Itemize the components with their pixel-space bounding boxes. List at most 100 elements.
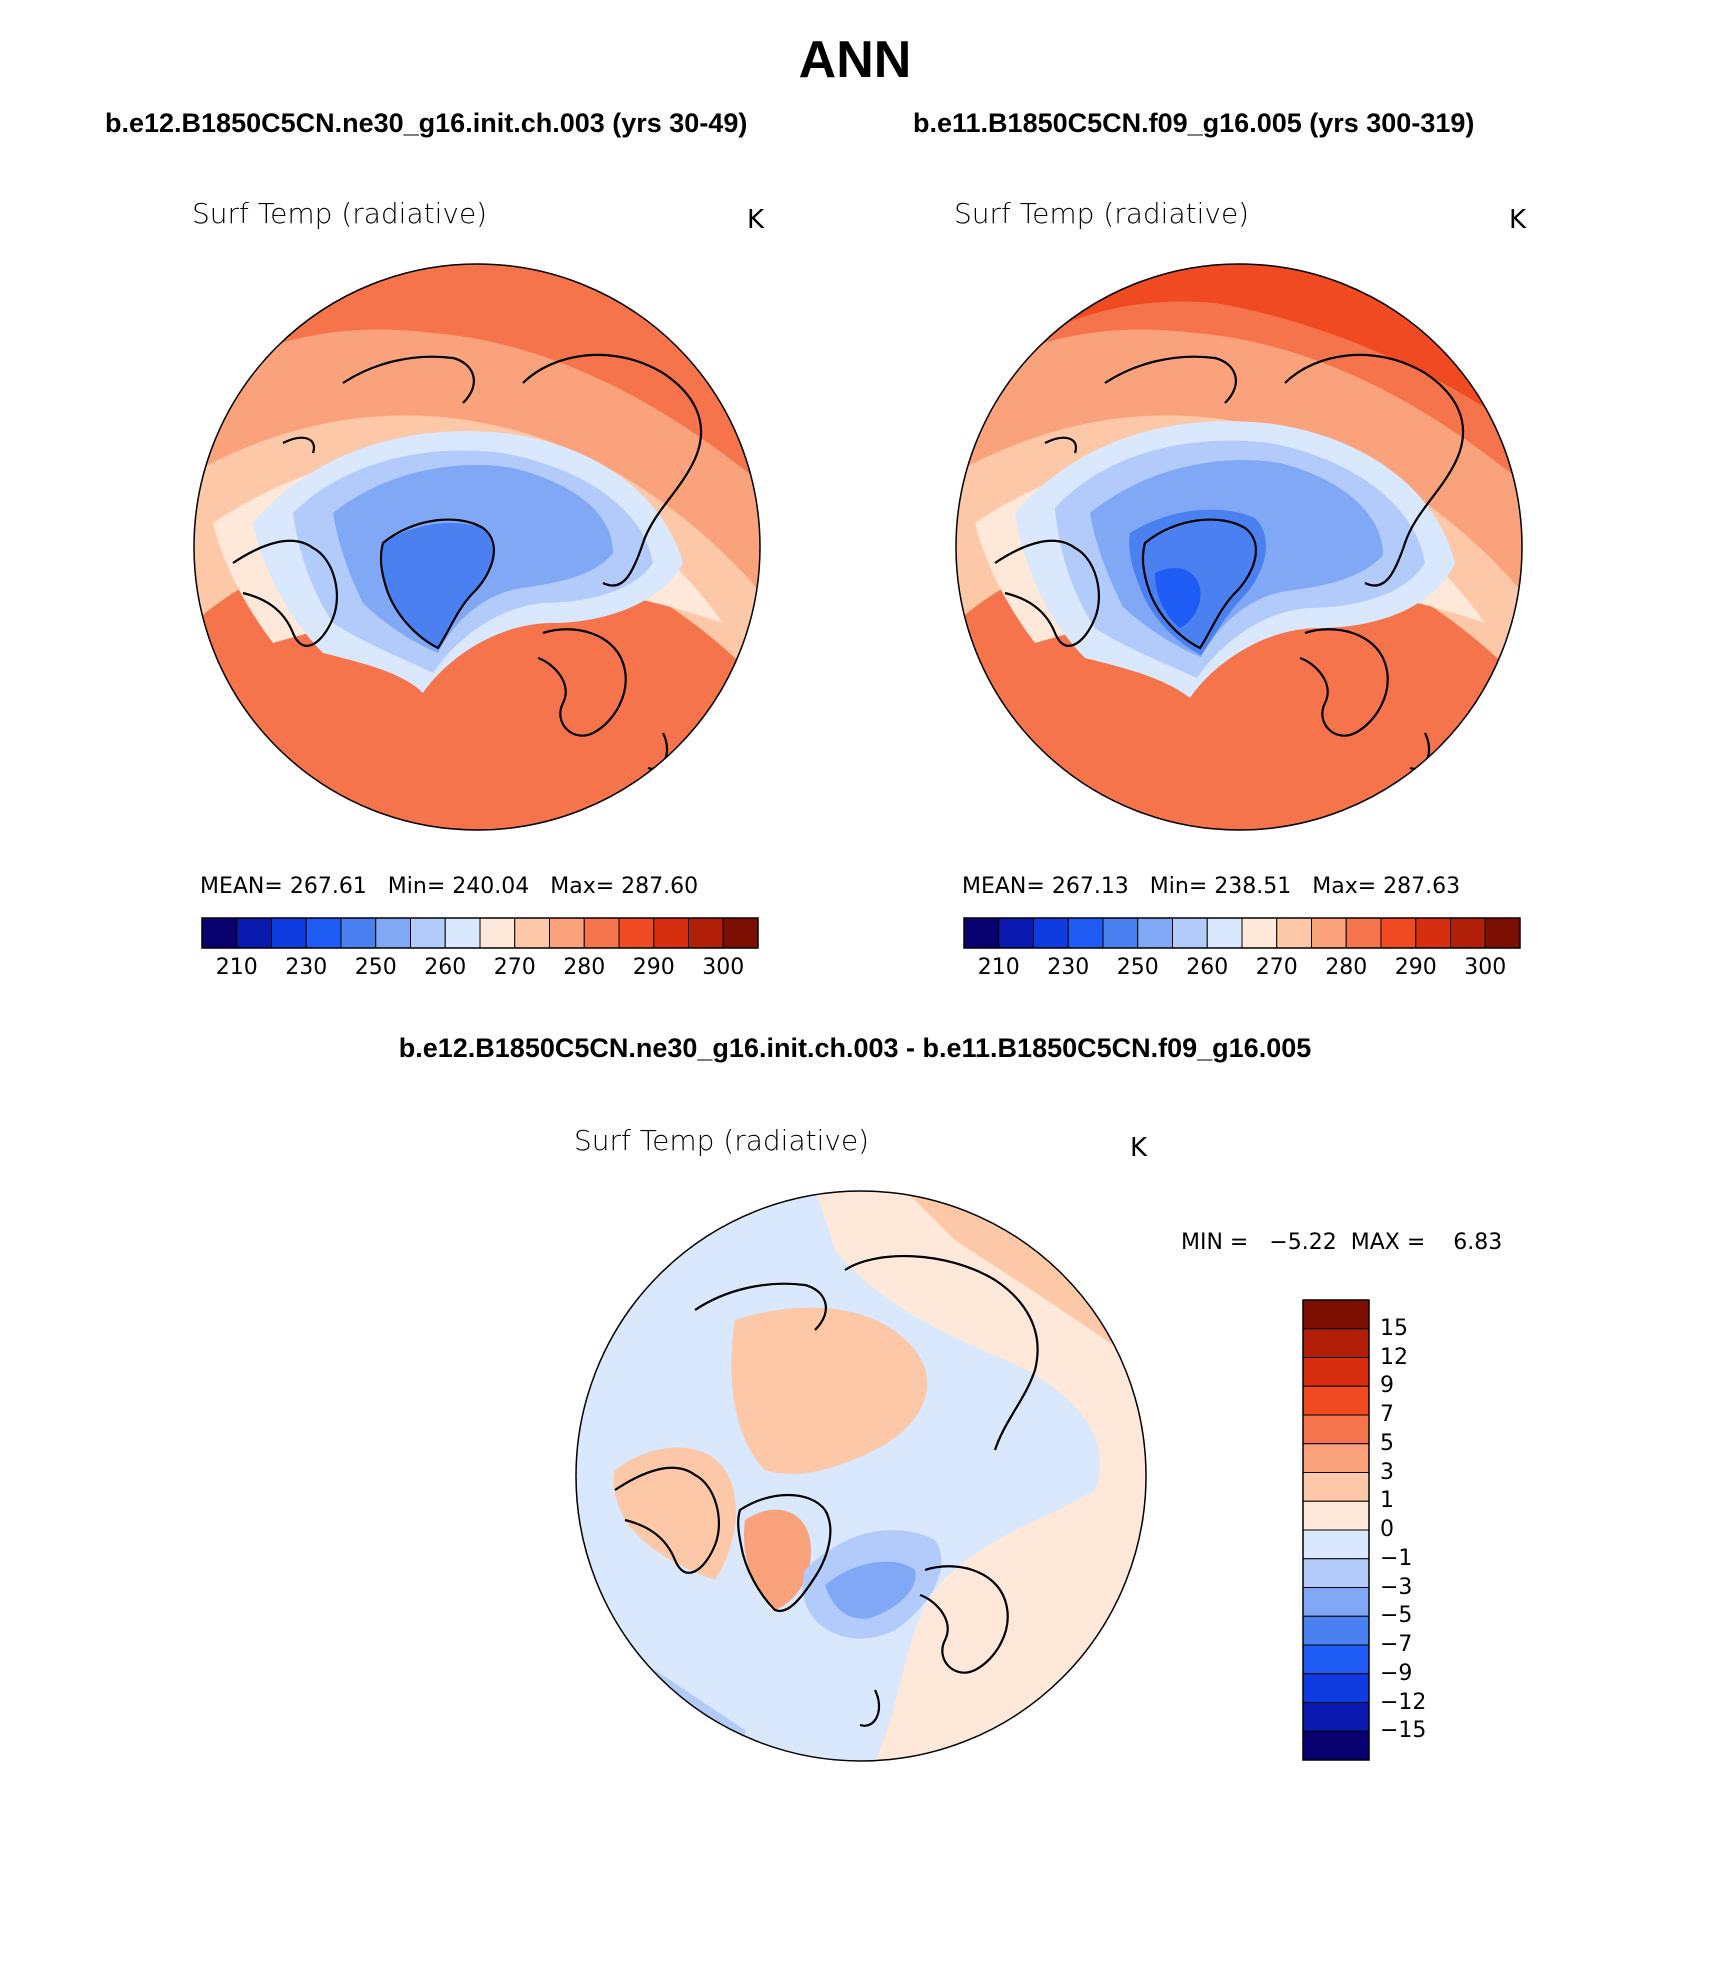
difference-colorbar (1302, 1299, 1370, 1761)
colorbar-tick-label: 1 (1380, 1488, 1394, 1514)
colorbar-swatch (1302, 1328, 1370, 1358)
colorbar-tick-label: −15 (1380, 1718, 1427, 1744)
panel3-units: K (1130, 1133, 1148, 1163)
colorbar-swatch (1302, 1673, 1370, 1703)
colorbar-swatch (1276, 917, 1312, 949)
panel2-min-value: 238.51 (1214, 874, 1292, 899)
colorbar-tick-label: 290 (632, 955, 675, 980)
colorbar-swatch (340, 917, 377, 949)
panel2-max-label: Max= (1312, 874, 1377, 899)
arctic-warm (731, 1307, 928, 1474)
colorbar-swatch (410, 917, 446, 949)
colorbar-swatch (549, 917, 585, 949)
colorbar-swatch (271, 917, 307, 949)
colorbar-tick-label: 12 (1380, 1344, 1408, 1370)
colorbar-swatch (1484, 917, 1521, 949)
colorbar-swatch (583, 917, 620, 949)
colorbar-swatch (1033, 917, 1069, 949)
colorbar-tick-label: 9 (1380, 1373, 1394, 1399)
colorbar-swatch (688, 917, 724, 949)
coastlines (232, 353, 703, 770)
colorbar-tick-label: −7 (1380, 1632, 1413, 1657)
colorbar-tick-label: −12 (1380, 1689, 1427, 1715)
colorbar-swatch (1241, 917, 1278, 949)
colorbar-tick-label: −5 (1380, 1603, 1413, 1629)
difference-polar-map (575, 1190, 1147, 1762)
colorbar-swatch (479, 917, 516, 949)
coastlines (994, 353, 1465, 770)
colorbar-swatch (1415, 917, 1451, 949)
colorbar-swatch (1302, 1644, 1370, 1675)
map-boundary (955, 263, 1523, 831)
north-pacific-warm (194, 264, 760, 433)
colorbar-tick-label: 0 (1380, 1517, 1394, 1542)
panel2-polar-map (955, 263, 1523, 831)
panel1-mean-value: 267.61 (289, 874, 367, 899)
colorbar-swatch (1067, 917, 1104, 949)
panel2-colorbar (963, 917, 1521, 949)
coastlines (614, 1254, 1039, 1727)
panel2-mean-label: MEAN= (962, 874, 1045, 899)
colorbar-tick-label: −1 (1380, 1545, 1413, 1571)
colorbar-swatch (1302, 1587, 1370, 1617)
colorbar-swatch (1302, 1472, 1370, 1502)
figure-title: ANN (798, 31, 912, 89)
panel1-min-label: Min= (387, 874, 446, 899)
panel1-min-value: 240.04 (452, 874, 530, 899)
colorbar-tick-label: 210 (215, 955, 258, 980)
colorbar-tick-label: 250 (354, 955, 397, 980)
colorbar-tick-label: 300 (702, 955, 745, 980)
colorbar-swatch (1302, 1558, 1370, 1588)
colorbar-swatch (201, 917, 238, 949)
panel2-stats: MEAN= 267.13 Min= 238.51 Max= 287.63 (962, 874, 1460, 899)
panel1-colorbar-ticks: 210 230 250 260 270 280 290 300 (202, 955, 758, 985)
colorbar-swatch (1380, 917, 1417, 949)
colorbar-tick-label: 280 (1325, 955, 1368, 980)
colorbar-swatch (1302, 1414, 1370, 1445)
colorbar-tick-label: −3 (1380, 1574, 1413, 1600)
colorbar-tick-label: 230 (285, 955, 328, 980)
colorbar-tick-label: 270 (1255, 955, 1298, 980)
difference-title: b.e12.B1850C5CN.ne30_g16.init.ch.003 - b… (398, 1033, 1312, 1063)
case1-title: b.e12.B1850C5CN.ne30_g16.init.ch.003 (yr… (105, 108, 748, 138)
panel1-stats: MEAN= 267.61 Min= 240.04 Max= 287.60 (200, 874, 698, 899)
colorbar-swatch (618, 917, 655, 949)
colorbar-swatch (1302, 1615, 1370, 1646)
panel3-variable-title: Surf Temp (radiative) (574, 1124, 870, 1157)
panel1-units: K (747, 205, 765, 235)
panel2-max-value: 287.63 (1383, 874, 1461, 899)
atlantic-cooler (825, 1561, 916, 1619)
map-boundary (193, 263, 761, 831)
colorbar-outline (963, 917, 1521, 949)
panel2-units: K (1509, 205, 1527, 235)
greenland-cold (380, 523, 494, 648)
panel2-mean-value: 267.13 (1051, 874, 1129, 899)
colorbar-swatch (444, 917, 481, 949)
colorbar-tick-label: 230 (1047, 955, 1090, 980)
panel3-stats: MIN = −5.22 MAX = 6.83 (1181, 1230, 1502, 1255)
north-pacific-warm (956, 264, 1522, 433)
panel2-variable-title: Surf Temp (radiative) (954, 197, 1250, 230)
colorbar-swatch (1102, 917, 1139, 949)
colorbar-tick-label: 290 (1394, 955, 1437, 980)
colorbar-swatch (1302, 1385, 1370, 1416)
colorbar-swatch (998, 917, 1034, 949)
colorbar-tick-label: 7 (1380, 1402, 1394, 1427)
colorbar-tick-label: 210 (977, 955, 1020, 980)
slight-warm-field (815, 1191, 1146, 1761)
warm-band-1 (956, 329, 1522, 593)
colorbar-swatch (963, 917, 1000, 949)
panel1-variable-title: Surf Temp (radiative) (192, 197, 488, 230)
colorbar-swatch (375, 917, 411, 949)
colorbar-swatch (1302, 1299, 1370, 1330)
panel1-max-value: 287.60 (621, 874, 699, 899)
colorbar-swatch (722, 917, 759, 949)
colorbar-tick-label: 280 (563, 955, 606, 980)
colorbar-swatch (1311, 917, 1347, 949)
colorbar-tick-label: 15 (1380, 1315, 1408, 1341)
colorbar-swatch (1302, 1730, 1370, 1761)
colorbar-swatch (1137, 917, 1173, 949)
colorbar-swatch (1302, 1443, 1370, 1473)
colorbar-swatch (514, 917, 550, 949)
colorbar-tick-label: 250 (1116, 955, 1159, 980)
